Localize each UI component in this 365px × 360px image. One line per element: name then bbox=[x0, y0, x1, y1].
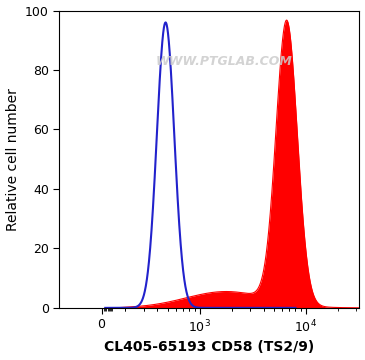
X-axis label: CL405-65193 CD58 (TS2/9): CL405-65193 CD58 (TS2/9) bbox=[104, 341, 315, 355]
Y-axis label: Relative cell number: Relative cell number bbox=[5, 88, 20, 231]
Text: WWW.PTGLAB.COM: WWW.PTGLAB.COM bbox=[156, 55, 293, 68]
